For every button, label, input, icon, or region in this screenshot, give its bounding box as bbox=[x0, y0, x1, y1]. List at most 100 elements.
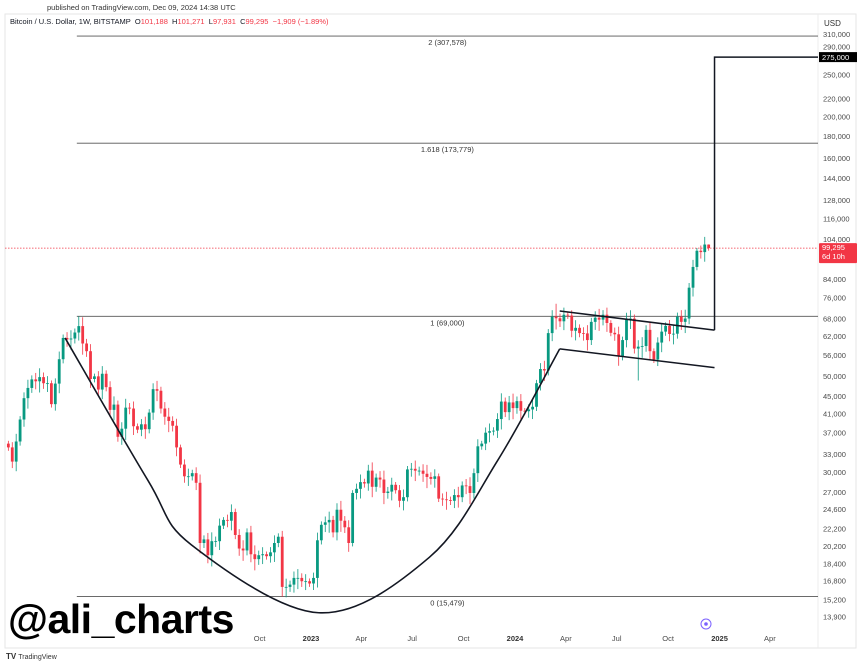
fib-levels: 2 (307,578) 1.618 (173,779) 1 (69,000) 0 (1… bbox=[76, 35, 818, 608]
candle-body bbox=[636, 346, 640, 349]
candle-body bbox=[359, 482, 362, 489]
candle bbox=[49, 380, 53, 408]
y-tick-label: 13,900 bbox=[823, 612, 846, 621]
target-icon[interactable] bbox=[700, 618, 712, 630]
candle-body bbox=[249, 532, 253, 555]
x-tick-label: Apr bbox=[560, 634, 572, 643]
y-tick-label: 200,000 bbox=[823, 112, 850, 121]
candle-body bbox=[269, 552, 272, 557]
candle-body bbox=[163, 408, 167, 417]
candle-body bbox=[316, 540, 319, 578]
candle-body bbox=[233, 512, 237, 535]
candle-body bbox=[14, 441, 18, 462]
candle bbox=[429, 472, 433, 485]
candle-body bbox=[699, 250, 703, 253]
x-tick-label: Jul bbox=[407, 634, 417, 643]
candle bbox=[93, 373, 96, 383]
candle-body bbox=[355, 488, 358, 493]
candle-body bbox=[480, 443, 484, 447]
fib-level-label: 1.618 (173,779) bbox=[421, 145, 474, 154]
candle bbox=[143, 416, 147, 439]
candle-body bbox=[441, 498, 445, 500]
symbol-name[interactable]: Bitcoin / U.S. Dollar, 1W, BITSTAMP bbox=[10, 17, 131, 26]
drawings[interactable] bbox=[64, 56, 818, 614]
y-axis[interactable]: 310,000 290,000 250,000 220,000 200,000 180,0… bbox=[823, 30, 850, 621]
candle-body bbox=[652, 351, 656, 360]
candle bbox=[214, 536, 218, 547]
candle bbox=[605, 307, 609, 332]
y-tick-label: 144,000 bbox=[823, 174, 850, 183]
y-tick-label: 116,000 bbox=[823, 214, 850, 223]
candle-body bbox=[139, 424, 143, 430]
candle-body bbox=[30, 379, 34, 388]
y-tick-label: 56,000 bbox=[823, 351, 846, 360]
close-value: 99,295 bbox=[245, 17, 269, 26]
candle-body bbox=[554, 316, 558, 319]
candle bbox=[433, 469, 437, 488]
candle bbox=[284, 578, 288, 598]
candle bbox=[104, 370, 108, 392]
candle bbox=[484, 427, 488, 451]
candle bbox=[316, 532, 319, 588]
candle bbox=[194, 467, 198, 491]
candle bbox=[632, 314, 636, 354]
candle bbox=[296, 569, 300, 590]
published-note: published on TradingView.com, Dec 09, 20… bbox=[47, 3, 236, 12]
candle bbox=[613, 327, 617, 341]
candle-body bbox=[327, 519, 331, 523]
candle bbox=[495, 413, 499, 438]
candle bbox=[292, 571, 296, 593]
candle-body bbox=[558, 318, 562, 322]
candle bbox=[308, 578, 312, 587]
candle-body bbox=[566, 314, 570, 316]
candle-body bbox=[167, 416, 171, 421]
candle-body bbox=[42, 377, 45, 384]
candle bbox=[445, 491, 448, 510]
tradingview-logo[interactable]: TV TradingView bbox=[6, 652, 57, 661]
bar-countdown: 6d 10h bbox=[822, 252, 845, 261]
candle bbox=[245, 528, 249, 556]
candle bbox=[61, 334, 65, 364]
y-tick-label: 37,000 bbox=[823, 429, 846, 438]
candle bbox=[582, 327, 585, 341]
candle-body bbox=[272, 543, 276, 553]
candle-body bbox=[237, 534, 241, 549]
candle bbox=[276, 533, 280, 548]
candle-body bbox=[261, 554, 265, 556]
candle bbox=[703, 236, 707, 262]
candle-body bbox=[449, 500, 452, 501]
candle-body bbox=[625, 318, 628, 341]
candle bbox=[554, 303, 558, 330]
candle bbox=[636, 340, 640, 381]
candle-body bbox=[300, 577, 304, 582]
y-tick-label: 27,000 bbox=[823, 488, 846, 497]
candle bbox=[335, 503, 339, 541]
candle-body bbox=[331, 519, 335, 533]
candle bbox=[472, 468, 476, 499]
candle bbox=[280, 530, 284, 597]
candle-body bbox=[511, 402, 515, 409]
candle bbox=[566, 311, 570, 319]
candle bbox=[132, 401, 135, 436]
candle bbox=[441, 493, 445, 506]
candle bbox=[155, 380, 159, 402]
candle-body bbox=[640, 346, 644, 347]
x-axis[interactable]: Oct 2023 Apr Jul Oct 2024 Apr Jul Oct 2025 Apr bbox=[254, 634, 776, 643]
candle bbox=[237, 529, 241, 556]
symbol-legend: Bitcoin / U.S. Dollar, 1W, BITSTAMP O101… bbox=[10, 17, 328, 26]
candle bbox=[14, 433, 18, 472]
axis-currency[interactable]: USD bbox=[824, 19, 841, 28]
y-tick-label: 30,000 bbox=[823, 468, 846, 477]
candle-body bbox=[183, 464, 186, 477]
y-tick-label: 16,800 bbox=[823, 577, 846, 586]
candle-body bbox=[429, 476, 433, 479]
flag-lower-line bbox=[559, 348, 715, 369]
candle-body bbox=[226, 519, 229, 521]
candle bbox=[476, 439, 480, 482]
candle bbox=[331, 515, 335, 538]
candle bbox=[617, 326, 621, 366]
candle-body bbox=[597, 317, 601, 320]
close-label: C bbox=[240, 17, 246, 26]
candle bbox=[355, 483, 358, 500]
